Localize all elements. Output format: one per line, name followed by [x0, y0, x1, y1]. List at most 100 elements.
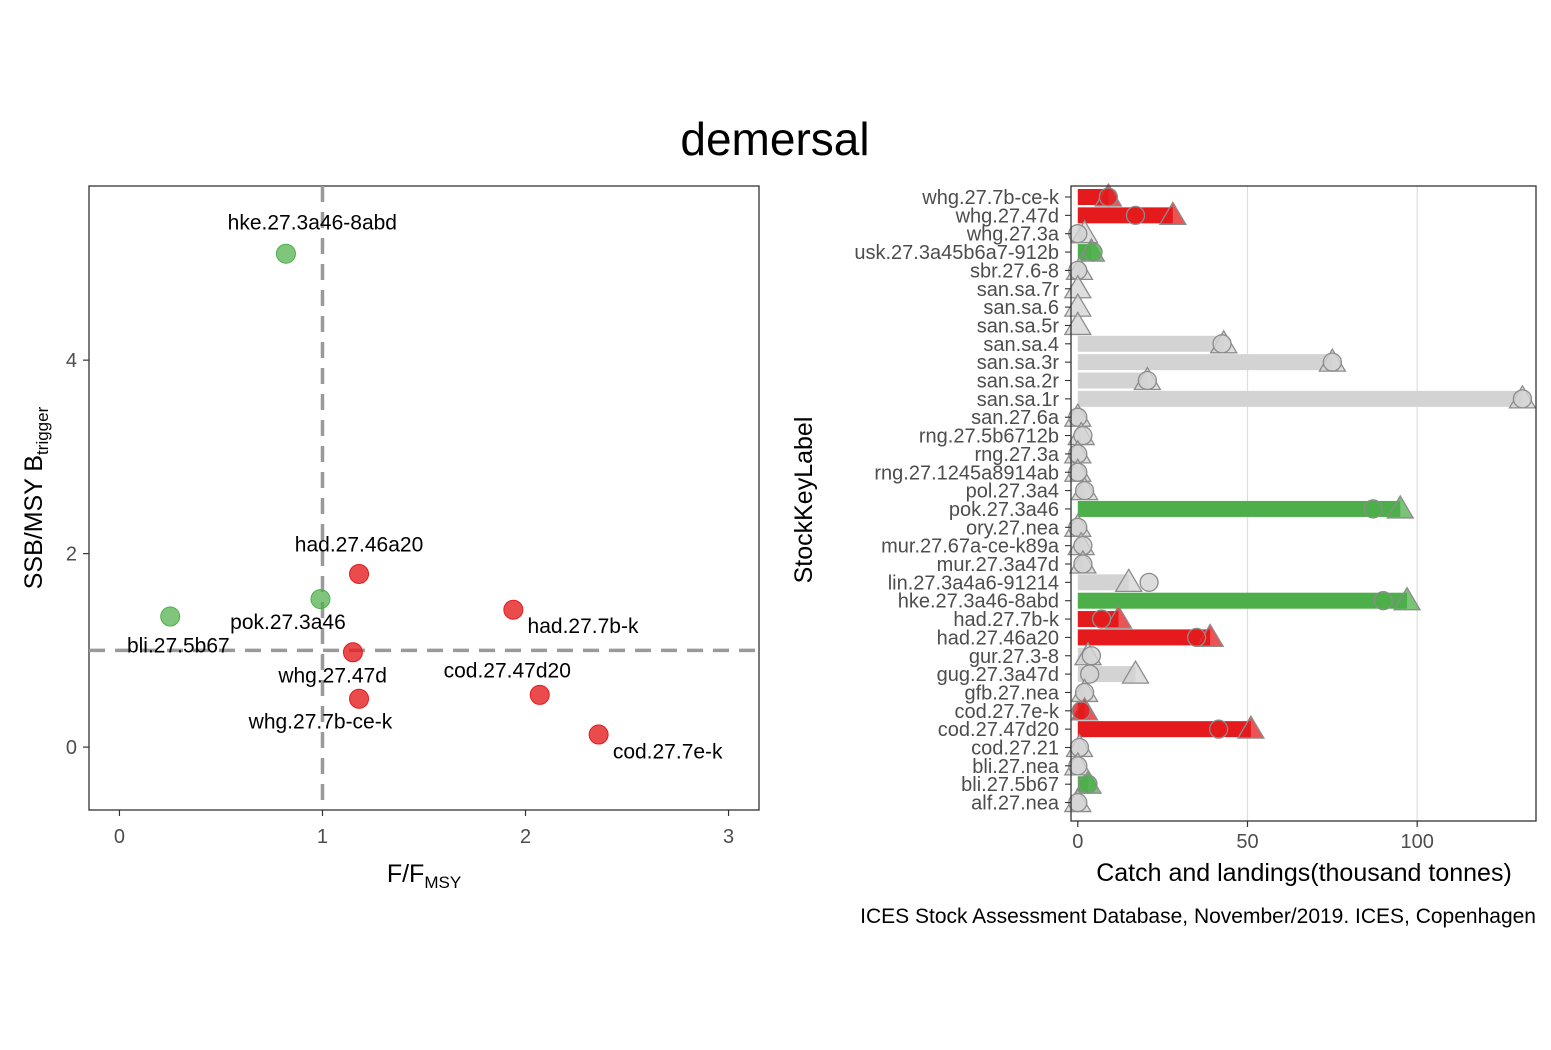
- bar-panel: whg.27.7b-ce-kwhg.27.47dwhg.27.3ausk.27.…: [790, 182, 1537, 887]
- landings-marker: [1125, 205, 1146, 226]
- landings-marker: [1322, 352, 1343, 372]
- catch-bar: [1077, 592, 1408, 609]
- scatter-y-axis-label: SSB/MSY Btrigger: [20, 406, 52, 589]
- scatter-x-ticks: 0 1 2 3: [114, 810, 734, 848]
- landings-marker: [1080, 664, 1100, 684]
- catch-bar: [1077, 500, 1401, 517]
- category-label: sbr.27.6-8: [970, 260, 1059, 282]
- category-label: whg.27.3a: [966, 224, 1060, 246]
- y-tick-label: 4: [66, 350, 77, 372]
- category-label: san.27.6a: [971, 407, 1060, 429]
- figure-title: demersal: [680, 113, 869, 165]
- bar-plot-border: [1070, 185, 1537, 822]
- catch-bar: [1077, 372, 1148, 389]
- landings-marker: [1073, 425, 1093, 446]
- scatter-point: [588, 724, 609, 745]
- scatter-reference-lines: [89, 186, 759, 810]
- catch-marker: [1392, 586, 1422, 611]
- category-label: gug.27.3a47d: [937, 664, 1059, 686]
- category-label: hke.27.3a46-8abd: [898, 591, 1059, 613]
- catch-marker: [1386, 494, 1415, 519]
- landings-marker: [1074, 480, 1095, 501]
- point-label: hke.27.3a46-8abd: [228, 212, 397, 235]
- category-label: rng.27.1245a8914ab: [874, 462, 1059, 484]
- category-label: alf.27.nea: [971, 793, 1060, 815]
- category-label: san.sa.6: [983, 297, 1059, 319]
- catch-marker: [1104, 604, 1133, 629]
- category-label: cod.27.47d20: [938, 719, 1059, 741]
- x-tick-label: 1: [317, 826, 328, 848]
- catch-marker: [1114, 568, 1143, 592]
- point-label: cod.27.47d20: [444, 659, 571, 682]
- point-label: whg.27.47d: [277, 664, 387, 687]
- category-label: bli.27.nea: [972, 756, 1060, 778]
- category-label: san.sa.2r: [977, 371, 1060, 393]
- scatter-points: [160, 243, 609, 745]
- landings-marker: [1073, 554, 1093, 574]
- x-tick-label: 50: [1236, 831, 1258, 853]
- x-tick-label: 3: [723, 826, 734, 848]
- category-label: rng.27.3a: [974, 444, 1059, 466]
- category-label: had.27.46a20: [937, 627, 1059, 649]
- point-label: had.27.46a20: [295, 534, 423, 557]
- catch-marker: [1121, 659, 1150, 684]
- landings-marker: [1186, 627, 1207, 648]
- scatter-panel: hke.27.3a46-8abd had.27.46a20 pok.27.3a46 h…: [20, 185, 760, 892]
- category-label: san.sa.7r: [977, 279, 1060, 301]
- scatter-y-ticks: 0 2 4: [66, 350, 89, 759]
- catch-bar: [1077, 354, 1333, 371]
- x-tick-label: 0: [1072, 831, 1083, 853]
- catch-marker: [1236, 714, 1266, 739]
- category-label: pol.27.3a4: [966, 481, 1059, 503]
- catch-bar: [1077, 335, 1224, 352]
- category-label: mur.27.3a47d: [937, 554, 1059, 576]
- catch-bar: [1077, 207, 1173, 224]
- scatter-point: [160, 606, 181, 627]
- landings-marker: [1212, 334, 1232, 354]
- category-label: whg.27.7b-ce-k: [921, 187, 1060, 209]
- scatter-x-axis-label: F/FMSY: [387, 860, 461, 892]
- landings-marker: [1078, 774, 1098, 794]
- x-tick-label: 2: [520, 826, 531, 848]
- bar-category-labels: whg.27.7b-ce-kwhg.27.47dwhg.27.3ausk.27.…: [854, 187, 1071, 815]
- landings-marker: [1373, 591, 1393, 611]
- category-label: san.sa.3r: [977, 352, 1060, 374]
- figure-caption: ICES Stock Assessment Database, November…: [860, 905, 1536, 928]
- category-label: gur.27.3-8: [969, 646, 1059, 668]
- category-label: rng.27.5b6712b: [919, 426, 1059, 448]
- bar-x-ticks: 0 50 100: [1072, 821, 1434, 853]
- scatter-point: [503, 599, 524, 620]
- point-label: whg.27.7b-ce-k: [248, 711, 393, 734]
- landings-marker: [1208, 719, 1229, 739]
- scatter-point: [275, 243, 296, 264]
- landings-marker: [1139, 572, 1159, 592]
- category-label: san.sa.5r: [977, 315, 1060, 337]
- point-label: had.27.7b-k: [528, 615, 639, 638]
- scatter-point: [342, 642, 363, 663]
- landings-marker: [1091, 609, 1112, 629]
- catch-bar: [1077, 721, 1251, 738]
- bar-x-axis-label: Catch and landings(thousand tonnes): [1096, 859, 1512, 887]
- bar-markers: [1063, 182, 1537, 813]
- x-tick-label: 100: [1401, 831, 1434, 853]
- category-label: san.sa.1r: [977, 389, 1060, 411]
- category-label: whg.27.47d: [955, 205, 1059, 227]
- scatter-plot-area: [88, 185, 760, 811]
- landings-marker: [1069, 737, 1090, 758]
- category-label: cod.27.7e-k: [954, 701, 1060, 723]
- landings-marker: [1363, 499, 1383, 519]
- scatter-point: [529, 684, 550, 705]
- landings-marker: [1081, 646, 1102, 666]
- category-label: pok.27.3a46: [949, 499, 1059, 521]
- scatter-point: [349, 688, 370, 709]
- landings-marker: [1083, 242, 1103, 262]
- catch-bar: [1077, 629, 1211, 646]
- category-label: had.27.7b-k: [953, 609, 1060, 631]
- category-label: lin.27.3a4a6-91214: [888, 572, 1059, 594]
- landings-marker: [1137, 370, 1158, 391]
- category-label: ory.27.nea: [966, 517, 1060, 539]
- scatter-point: [349, 563, 370, 584]
- point-label: cod.27.7e-k: [613, 741, 723, 764]
- landings-marker: [1098, 187, 1118, 207]
